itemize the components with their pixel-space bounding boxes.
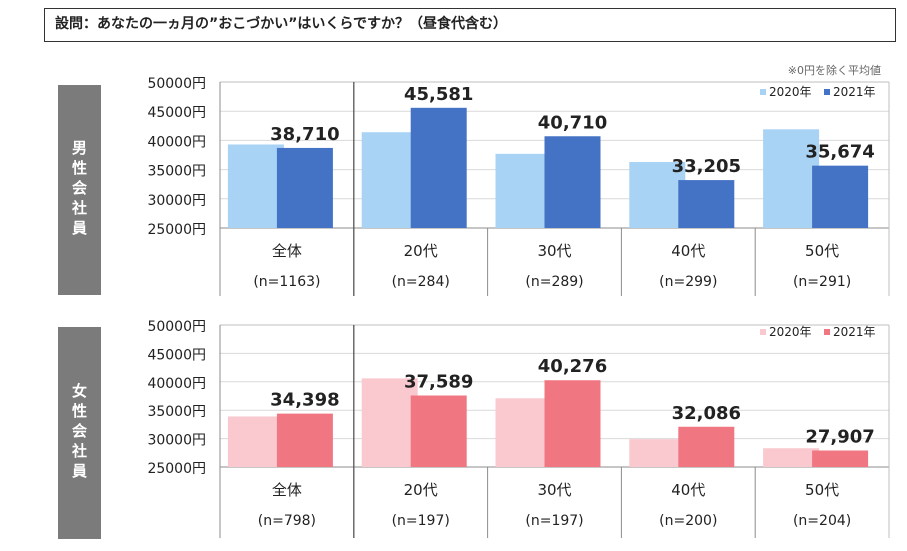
chart2-ytick-label: 25000円 <box>147 461 206 477</box>
chart1-data-label: 35,674 <box>805 142 874 163</box>
chart1-bar-2020 <box>361 132 418 228</box>
chart2-bar-2021 <box>812 450 869 467</box>
chart1-bar-2020 <box>495 153 552 228</box>
question-text: 設問：あなたの一ヵ月の”おこづかい”はいくらですか？（昼食代含む） <box>55 16 507 32</box>
group-label-male: 男性会社員 <box>58 85 101 295</box>
chart2-ytick-label: 50000円 <box>147 319 206 335</box>
chart1-bar-2020 <box>227 144 284 228</box>
chart1-sample-size-label: (n=289) <box>525 274 583 290</box>
chart1-bar-2021 <box>678 180 735 228</box>
chart2-category-label: 50代 <box>805 481 839 499</box>
chart2-bar-2021 <box>544 380 601 467</box>
chart2-bar-2020 <box>763 448 820 467</box>
chart1-data-label: 45,581 <box>404 84 473 105</box>
chart1-bar-2021 <box>812 165 869 228</box>
chart2-bar-2020 <box>629 439 686 467</box>
chart2-legend-label: 2021年 <box>833 325 876 339</box>
chart1-sample-size-label: (n=1163) <box>253 274 320 290</box>
chart2-legend-label: 2020年 <box>769 325 812 339</box>
chart1-sample-size-label: (n=299) <box>659 274 717 290</box>
chart2-sample-size-label: (n=197) <box>392 513 450 529</box>
chart2-data-label: 40,276 <box>538 356 607 377</box>
chart2-ytick-label: 30000円 <box>147 433 206 449</box>
chart2-data-label: 32,086 <box>672 403 741 424</box>
chart2-data-label: 34,398 <box>270 390 339 411</box>
chart1-data-label: 33,205 <box>672 156 741 177</box>
chart2-bar-2020 <box>227 416 284 467</box>
chart1-ytick-label: 25000円 <box>147 222 206 238</box>
chart1-category-label: 全体 <box>272 242 302 260</box>
chart1-data-label: 40,710 <box>538 112 607 133</box>
chart2-bar-2020 <box>495 398 552 467</box>
chart2-bar-2021 <box>410 395 467 467</box>
question-box: 設問：あなたの一ヵ月の”おこづかい”はいくらですか？（昼食代含む） <box>44 8 896 42</box>
chart2-sample-size-label: (n=200) <box>659 513 717 529</box>
chart1-bar-2020 <box>629 162 686 228</box>
chart1-ytick-label: 45000円 <box>147 105 206 121</box>
chart2-category-label: 30代 <box>537 481 571 499</box>
chart1-bar-2021 <box>544 136 601 228</box>
chart1-bar-2020 <box>763 129 820 228</box>
chart2-category-label: 40代 <box>671 481 705 499</box>
chart1-legend-swatch <box>824 89 830 95</box>
chart1-sample-size-label: (n=284) <box>392 274 450 290</box>
chart2-data-label: 37,589 <box>404 371 473 392</box>
chart2-category-label: 20代 <box>404 481 438 499</box>
chart1-category-label: 30代 <box>537 242 571 260</box>
chart1-legend-label: 2020年 <box>769 85 812 99</box>
chart2-sample-size-label: (n=204) <box>793 513 851 529</box>
chart1-ytick-label: 50000円 <box>147 76 206 92</box>
chart2-bar-2021 <box>276 413 333 467</box>
chart1-bar-2021 <box>410 107 467 228</box>
chart1-ytick-label: 40000円 <box>147 134 206 150</box>
chart2-ytick-label: 40000円 <box>147 376 206 392</box>
chart2-category-label: 全体 <box>272 481 302 499</box>
chart2-bar-2021 <box>678 426 735 467</box>
chart1-category-label: 20代 <box>404 242 438 260</box>
chart2-legend-swatch <box>760 329 766 335</box>
chart2-sample-size-label: (n=197) <box>525 513 583 529</box>
chart1-category-label: 50代 <box>805 242 839 260</box>
chart2-bar-2020 <box>361 378 418 467</box>
footnote: ※0円を除く平均値 <box>787 64 881 77</box>
chart1-sample-size-label: (n=291) <box>793 274 851 290</box>
chart2-ytick-label: 35000円 <box>147 404 206 420</box>
chart2-data-label: 27,907 <box>805 426 874 447</box>
chart1-ytick-label: 30000円 <box>147 193 206 209</box>
chart1-bar-2021 <box>276 147 333 228</box>
group-label-female: 女性会社員 <box>58 327 101 539</box>
chart1-category-label: 40代 <box>671 242 705 260</box>
chart2-ytick-label: 45000円 <box>147 347 206 363</box>
chart1-legend-label: 2021年 <box>833 85 876 99</box>
chart2-legend-swatch <box>824 329 830 335</box>
chart1-ytick-label: 35000円 <box>147 164 206 180</box>
chart1-legend-swatch <box>760 89 766 95</box>
chart1-data-label: 38,710 <box>270 124 339 145</box>
chart2-sample-size-label: (n=798) <box>258 513 316 529</box>
